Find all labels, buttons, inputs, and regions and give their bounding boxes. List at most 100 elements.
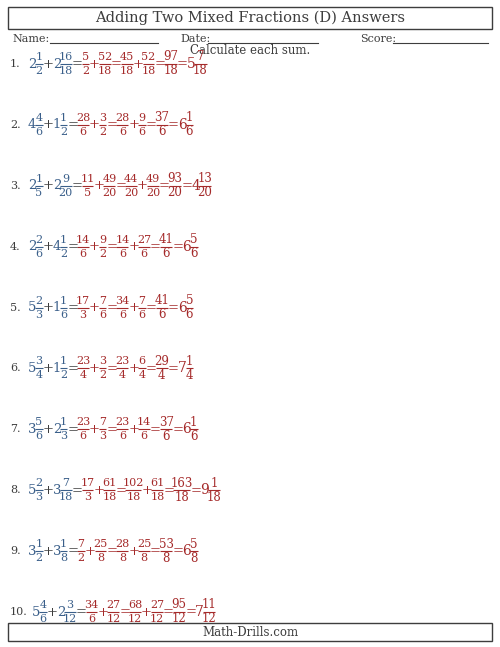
Text: 7.: 7. [10, 424, 20, 434]
Text: 18: 18 [58, 492, 73, 502]
Text: 5: 5 [36, 188, 43, 198]
Text: =: = [146, 301, 156, 314]
Text: 6: 6 [162, 430, 170, 443]
Text: +: + [94, 179, 104, 192]
Text: +: + [46, 606, 58, 619]
Text: 4: 4 [40, 600, 46, 610]
Text: +: + [89, 58, 100, 71]
Text: =: = [146, 118, 156, 131]
Text: 49: 49 [102, 174, 117, 184]
Text: +: + [42, 423, 54, 436]
Text: 6: 6 [36, 248, 43, 259]
Text: =: = [106, 240, 118, 253]
Text: 27: 27 [137, 235, 151, 245]
Text: +: + [42, 118, 54, 131]
Text: =: = [72, 484, 83, 497]
Text: +: + [42, 301, 54, 314]
Text: 2.: 2. [10, 120, 20, 130]
Text: 18: 18 [174, 490, 189, 504]
Text: 23: 23 [115, 417, 130, 427]
Text: 4: 4 [52, 240, 61, 253]
Text: 5: 5 [190, 538, 198, 551]
Text: +: + [98, 606, 108, 619]
Text: +: + [128, 118, 139, 131]
Text: 2: 2 [82, 66, 89, 76]
Text: 41: 41 [159, 233, 174, 246]
Text: 6: 6 [119, 309, 126, 320]
Text: =: = [181, 179, 192, 192]
Text: +: + [141, 606, 152, 619]
Text: 52: 52 [142, 52, 156, 62]
Text: =: = [76, 606, 86, 619]
Text: +: + [89, 423, 100, 436]
Text: =: = [115, 179, 126, 192]
Text: 2: 2 [60, 127, 67, 137]
Bar [8, 623, 492, 641]
Text: 6: 6 [182, 544, 191, 558]
Text: 163: 163 [170, 477, 193, 490]
Text: 4: 4 [138, 371, 145, 380]
Text: =: = [72, 58, 83, 71]
Text: 2: 2 [60, 248, 67, 259]
Text: 6: 6 [182, 239, 191, 254]
Text: 2: 2 [60, 371, 67, 380]
Text: =: = [146, 362, 156, 375]
Text: 7: 7 [99, 417, 106, 427]
Text: 2: 2 [78, 553, 84, 563]
Text: 7: 7 [99, 296, 106, 305]
Text: 18: 18 [120, 66, 134, 76]
Text: 3: 3 [60, 432, 67, 441]
Text: 44: 44 [124, 174, 138, 184]
Text: 2: 2 [28, 58, 36, 71]
Text: =: = [106, 301, 118, 314]
Text: =: = [67, 301, 78, 314]
Text: 8: 8 [190, 552, 198, 565]
Text: 1: 1 [60, 356, 67, 366]
Text: 6: 6 [80, 432, 86, 441]
Text: =: = [106, 423, 118, 436]
Text: 6: 6 [178, 118, 187, 132]
Text: 3: 3 [52, 484, 61, 497]
Text: +: + [128, 301, 139, 314]
Text: 8: 8 [60, 553, 67, 563]
Text: 4: 4 [36, 113, 43, 123]
Text: 2: 2 [99, 248, 106, 259]
Text: 18: 18 [58, 66, 73, 76]
Text: =: = [172, 545, 184, 558]
Text: =: = [106, 118, 118, 131]
Text: 37: 37 [158, 416, 174, 429]
Text: 1: 1 [52, 362, 61, 375]
Text: 6: 6 [99, 309, 106, 320]
Text: 6: 6 [182, 422, 191, 436]
Text: 45: 45 [120, 52, 134, 62]
Text: Date:: Date: [180, 34, 210, 44]
Text: +: + [132, 58, 143, 71]
Text: =: = [172, 240, 184, 253]
Text: 34: 34 [84, 600, 98, 610]
Text: Calculate each sum.: Calculate each sum. [190, 43, 310, 56]
Text: 5: 5 [190, 233, 198, 246]
Text: 2: 2 [28, 240, 36, 253]
Text: +: + [128, 545, 139, 558]
Text: =: = [163, 484, 174, 497]
Text: 1: 1 [52, 301, 61, 314]
Text: 4: 4 [158, 369, 166, 382]
Text: 61: 61 [102, 478, 117, 488]
Text: 28: 28 [115, 539, 130, 549]
Text: 2: 2 [36, 296, 43, 305]
Text: =: = [185, 606, 196, 619]
Text: =: = [150, 423, 161, 436]
Text: =: = [67, 545, 78, 558]
Text: =: = [154, 58, 166, 71]
Text: 23: 23 [76, 356, 90, 366]
Text: 11: 11 [202, 598, 216, 611]
Text: 11: 11 [80, 174, 94, 184]
Text: 2: 2 [99, 371, 106, 380]
Text: 1: 1 [52, 118, 61, 131]
Text: 5: 5 [32, 606, 40, 619]
Text: 1: 1 [36, 52, 43, 62]
Text: 23: 23 [76, 417, 90, 427]
Text: 2: 2 [36, 66, 43, 76]
Text: 6: 6 [119, 248, 126, 259]
Text: 1.: 1. [10, 59, 20, 69]
